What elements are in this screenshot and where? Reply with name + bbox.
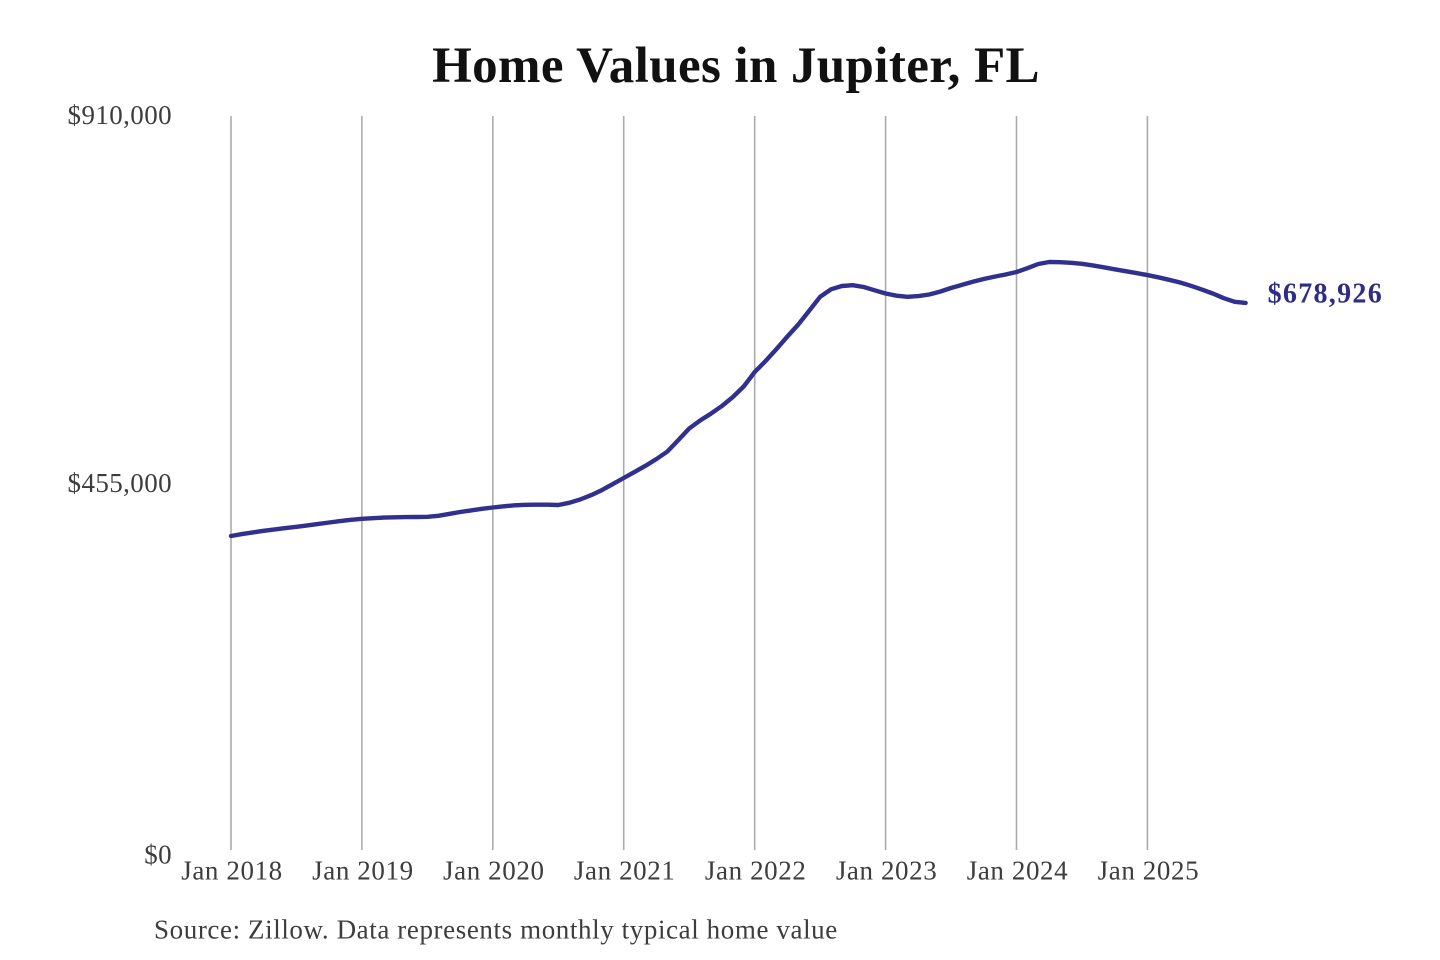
svg-text:Jan 2022: Jan 2022 <box>705 856 807 886</box>
svg-text:Source: Zillow. Data represent: Source: Zillow. Data represents monthly … <box>154 915 838 945</box>
svg-text:$910,000: $910,000 <box>68 100 172 130</box>
svg-text:Jan 2024: Jan 2024 <box>967 856 1069 886</box>
svg-text:Home Values in Jupiter, FL: Home Values in Jupiter, FL <box>432 38 1040 94</box>
svg-text:$678,926: $678,926 <box>1268 279 1383 310</box>
svg-text:Jan 2025: Jan 2025 <box>1098 856 1200 886</box>
svg-text:$0: $0 <box>144 840 172 870</box>
svg-text:Jan 2019: Jan 2019 <box>312 856 414 886</box>
svg-text:$455,000: $455,000 <box>68 468 172 498</box>
svg-text:Jan 2023: Jan 2023 <box>836 856 938 886</box>
svg-text:Jan 2018: Jan 2018 <box>181 856 283 886</box>
svg-text:Jan 2020: Jan 2020 <box>443 856 545 886</box>
svg-text:Jan 2021: Jan 2021 <box>574 856 676 886</box>
